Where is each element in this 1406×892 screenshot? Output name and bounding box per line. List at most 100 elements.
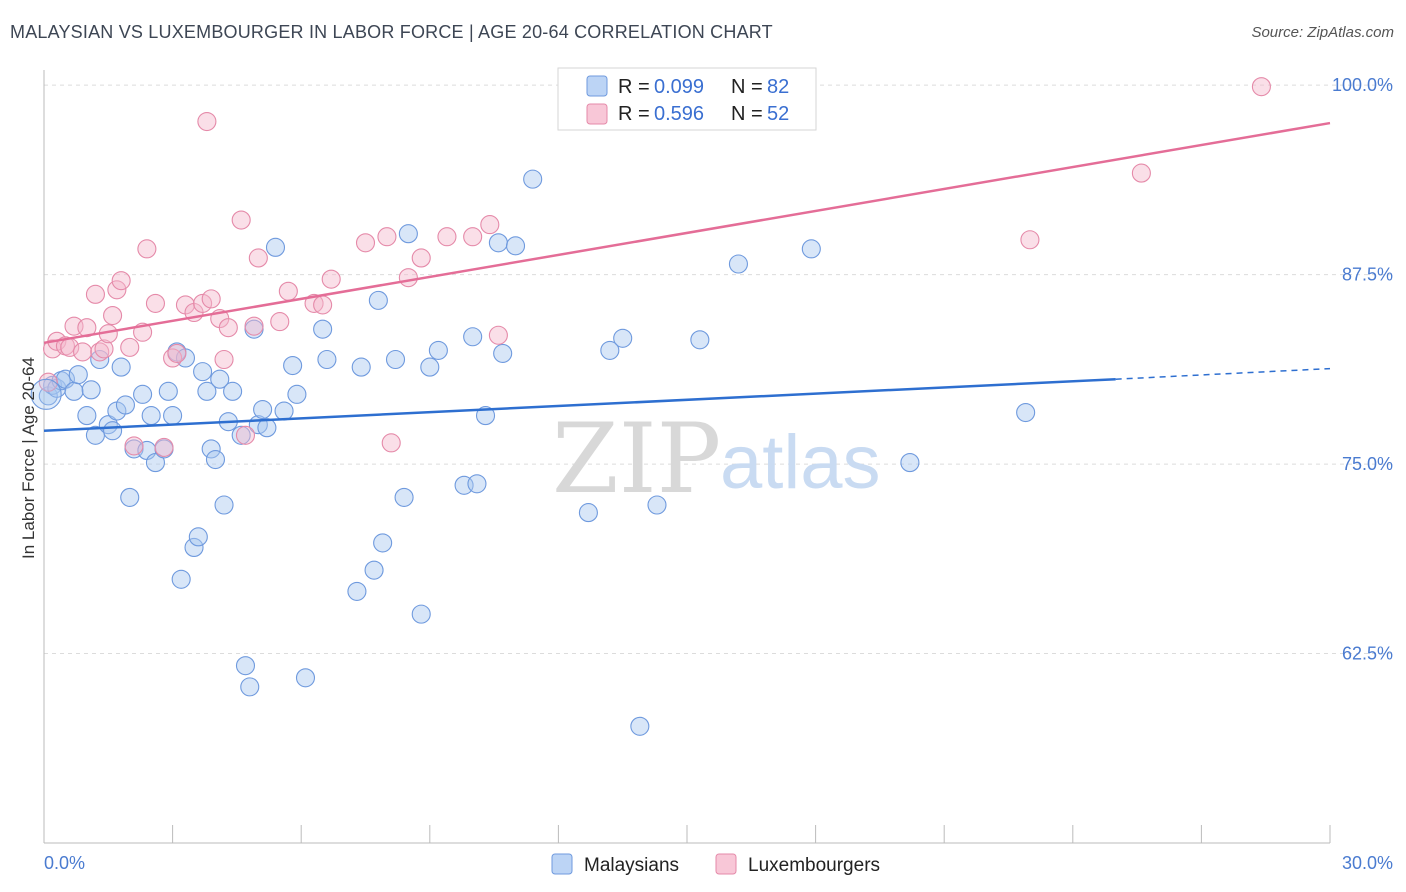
legend-n-label-1: N = (731, 76, 763, 98)
luxembourger-point (146, 294, 164, 312)
malaysian-point (318, 350, 336, 368)
malaysian-point (614, 329, 632, 347)
malaysian-point (275, 402, 293, 420)
malaysian-point (631, 717, 649, 735)
malaysian-point (296, 669, 314, 687)
malaysian-point (395, 488, 413, 506)
luxembourger-point (125, 437, 143, 455)
malaysian-point (164, 407, 182, 425)
watermark-zip: ZIP (552, 403, 721, 515)
malaysian-point (266, 238, 284, 256)
watermark: ZIP atlas (552, 403, 881, 515)
luxembourger-point (198, 113, 216, 131)
malaysian-point (288, 385, 306, 403)
malaysian-point (729, 255, 747, 273)
luxembourger-point (489, 326, 507, 344)
legend-n-label-2: N = (731, 103, 763, 125)
legend-swatch-blue (587, 76, 607, 96)
luxembourger-point (215, 350, 233, 368)
malaysian-point (116, 396, 134, 414)
malaysian-point (254, 401, 272, 419)
malaysian-point (489, 234, 507, 252)
malaysian-point (241, 678, 259, 696)
scatter-chart: ZIP atlas 62.5%75.0%87.5%100.0% 0.0% 30.… (0, 0, 1406, 892)
series-label-malaysians: Malaysians (584, 855, 679, 876)
malaysian-point (112, 358, 130, 376)
luxembourger-point (438, 228, 456, 246)
luxembourger-point (138, 240, 156, 258)
luxembourger-point (121, 338, 139, 356)
malaysian-point (412, 605, 430, 623)
luxembourger-point (245, 317, 263, 335)
malaysian-point (691, 331, 709, 349)
luxembourger-point (412, 249, 430, 267)
luxembourger-point (236, 426, 254, 444)
luxembourger-point (1132, 164, 1150, 182)
luxembourger-point (1021, 231, 1039, 249)
malaysian-point (579, 504, 597, 522)
malaysian-point (314, 320, 332, 338)
luxembourger-point (357, 234, 375, 252)
luxembourger-point (378, 228, 396, 246)
malaysian-point (159, 382, 177, 400)
malaysian-point (104, 422, 122, 440)
legend-r-label-2: R = (618, 103, 650, 125)
luxembourger-point (202, 290, 220, 308)
series-swatch-malaysians (552, 854, 572, 874)
luxembourger-point (249, 249, 267, 267)
malaysian-point (648, 496, 666, 514)
watermark-atlas: atlas (720, 420, 881, 505)
legend-n-value-1: 82 (767, 76, 789, 98)
luxembourger-point (314, 296, 332, 314)
malaysian-point (206, 451, 224, 469)
legend-r-label-1: R = (618, 76, 650, 98)
y-tick-label: 87.5% (1342, 265, 1393, 285)
luxembourger-point (74, 343, 92, 361)
luxembourger-point (104, 307, 122, 325)
malaysian-point (802, 240, 820, 258)
luxembourger-point (271, 313, 289, 331)
malaysian-trend-extension (1116, 369, 1330, 380)
malaysian-point (65, 382, 83, 400)
malaysian-point (421, 358, 439, 376)
malaysian-point (215, 496, 233, 514)
series-legend: Malaysians Luxembourgers (552, 854, 880, 876)
malaysian-point (224, 382, 242, 400)
legend-swatch-pink (587, 104, 607, 124)
y-tick-label: 100.0% (1332, 75, 1393, 95)
luxembourger-point (232, 211, 250, 229)
malaysian-point (1017, 404, 1035, 422)
malaysian-point (69, 366, 87, 384)
legend-r-value-1: 0.099 (654, 76, 704, 98)
gridlines (44, 85, 1392, 653)
luxembourger-point (112, 272, 130, 290)
legend-r-value-2: 0.596 (654, 103, 704, 125)
luxembourger-point (481, 216, 499, 234)
malaysian-point (348, 582, 366, 600)
malaysian-point (189, 528, 207, 546)
malaysian-point (142, 407, 160, 425)
luxembourger-trend-line (44, 123, 1330, 343)
luxembourger-point (322, 270, 340, 288)
malaysian-point (399, 225, 417, 243)
malaysian-point (236, 657, 254, 675)
malaysian-point (82, 381, 100, 399)
luxembourger-point (279, 282, 297, 300)
y-axis-label: In Labor Force | Age 20-64 (19, 357, 38, 559)
malaysian-point (387, 350, 405, 368)
luxembourger-point (382, 434, 400, 452)
malaysian-point (468, 475, 486, 493)
y-tick-label: 62.5% (1342, 644, 1393, 664)
malaysian-point (374, 534, 392, 552)
luxembourger-point (1252, 78, 1270, 96)
luxembourger-point (399, 269, 417, 287)
x-tick-label-max: 30.0% (1342, 853, 1393, 873)
malaysian-point (284, 357, 302, 375)
malaysian-point (464, 328, 482, 346)
legend-n-value-2: 52 (767, 103, 789, 125)
malaysian-point (901, 454, 919, 472)
malaysian-point (429, 341, 447, 359)
malaysian-point (172, 570, 190, 588)
luxembourger-point (168, 344, 186, 362)
malaysian-point (507, 237, 525, 255)
